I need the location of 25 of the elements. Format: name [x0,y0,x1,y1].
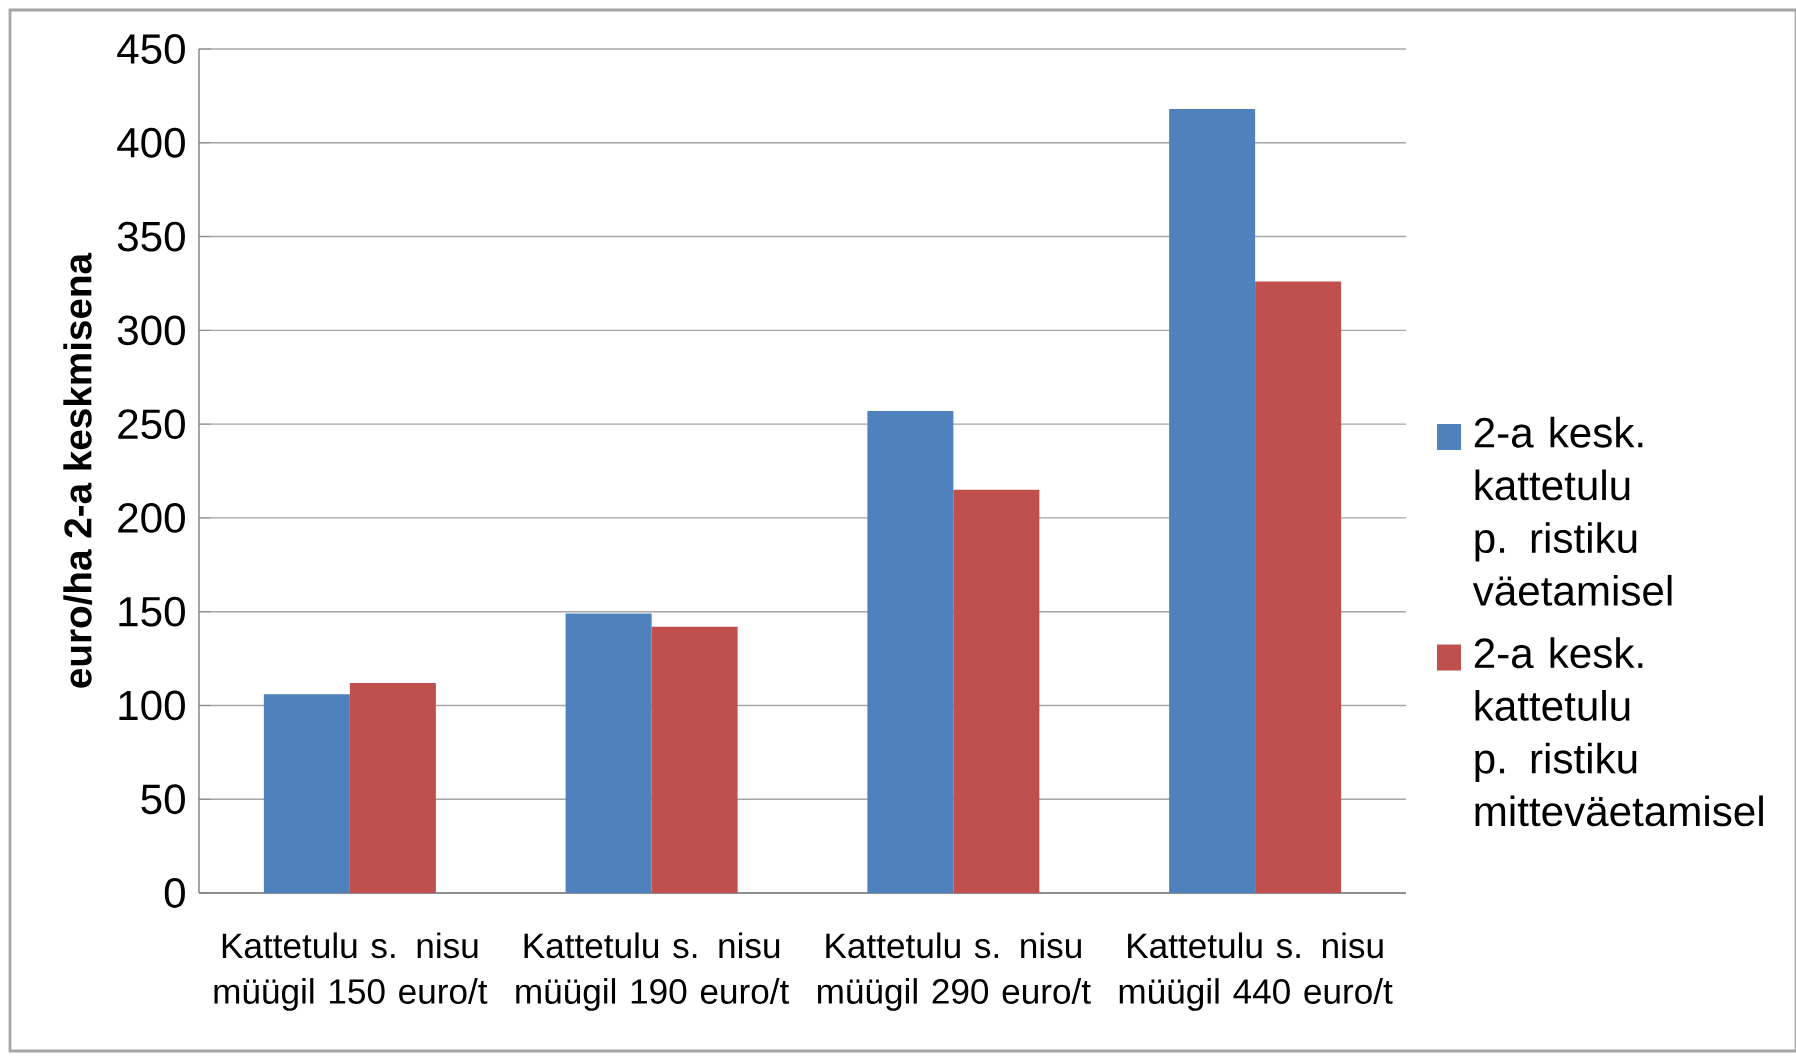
bar [1169,109,1256,894]
bar [349,682,436,894]
y-tick-label: 150 [119,596,185,627]
y-tick-label: 400 [117,127,185,158]
bar [1255,281,1342,894]
legend-label: 2-a kesk. kattetulu p. ristiku mitteväetamisel [1474,637,1763,827]
bar [867,410,954,894]
y-tick-label: 450 [117,34,185,64]
y-tick-label: 200 [118,502,185,533]
bar [953,489,1040,894]
y-tick-label: 250 [118,409,185,440]
bar [263,694,350,894]
x-tick-label: Kattetulu s. nisu müügil 190 euro/t [516,932,790,1011]
bar [651,626,738,894]
y-tick-label: 300 [117,315,185,346]
y-tick-label: 350 [117,221,185,252]
bar [565,613,652,894]
x-tick-label: Kattetulu s. nisu müügil 290 euro/t [817,932,1091,1011]
y-tick-label: 50 [141,784,185,815]
x-tick-label: Kattetulu s. nisu müügil 440 euro/t [1119,932,1393,1011]
x-tick-label: Kattetulu s. nisu müügil 150 euro/t [214,932,488,1011]
legend-label: 2-a kesk. kattetulu p. ristiku väetamisel [1472,416,1672,606]
y-tick-label: 0 [164,878,185,908]
y-axis-title: euro/ha 2-a keskmisena [63,252,93,688]
y-tick-label: 100 [119,690,185,721]
